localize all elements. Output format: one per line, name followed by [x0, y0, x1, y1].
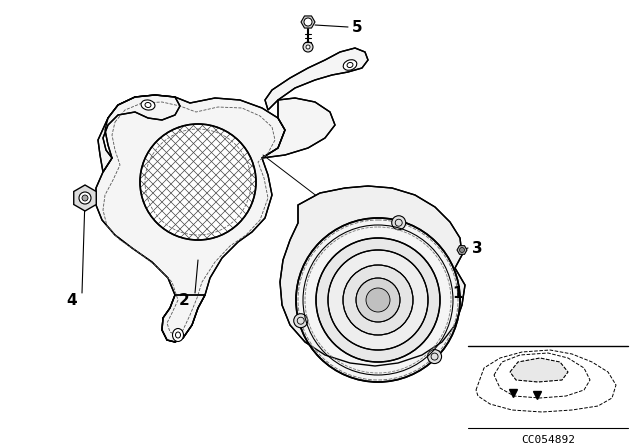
Ellipse shape	[343, 60, 356, 70]
Text: 5: 5	[352, 20, 363, 34]
Text: 2: 2	[179, 293, 190, 307]
Polygon shape	[96, 95, 285, 342]
Circle shape	[303, 42, 313, 52]
Circle shape	[316, 238, 440, 362]
Polygon shape	[510, 358, 568, 382]
Circle shape	[304, 18, 312, 26]
Polygon shape	[74, 185, 96, 211]
Circle shape	[366, 288, 390, 312]
Circle shape	[392, 216, 406, 230]
Circle shape	[428, 349, 442, 364]
Ellipse shape	[141, 100, 155, 110]
Circle shape	[306, 45, 310, 49]
Text: 4: 4	[67, 293, 77, 307]
Polygon shape	[265, 48, 368, 110]
Circle shape	[82, 195, 88, 201]
Ellipse shape	[173, 328, 184, 341]
Text: CC054892: CC054892	[521, 435, 575, 445]
Polygon shape	[280, 186, 465, 366]
Circle shape	[79, 192, 91, 204]
Polygon shape	[162, 295, 205, 342]
Text: 3: 3	[472, 241, 483, 255]
Circle shape	[328, 250, 428, 350]
Circle shape	[343, 265, 413, 335]
Circle shape	[460, 247, 465, 253]
Polygon shape	[301, 16, 315, 28]
Text: 1: 1	[452, 285, 463, 301]
Polygon shape	[262, 98, 335, 158]
Circle shape	[140, 124, 256, 240]
Circle shape	[356, 278, 400, 322]
Circle shape	[294, 314, 308, 327]
Polygon shape	[98, 95, 180, 172]
Circle shape	[296, 218, 460, 382]
Polygon shape	[457, 246, 467, 254]
